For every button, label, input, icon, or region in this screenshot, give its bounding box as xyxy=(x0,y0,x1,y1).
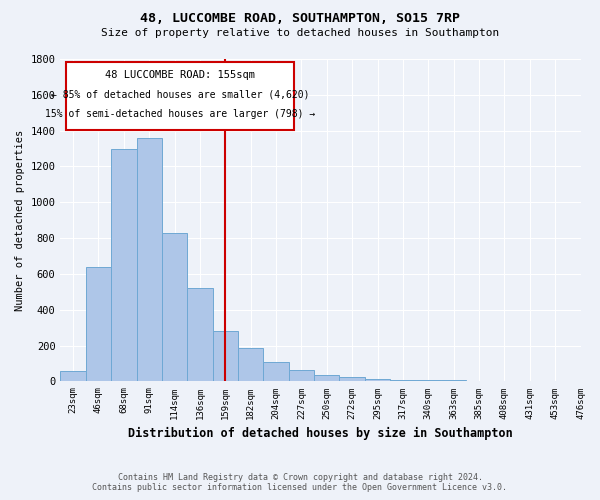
Bar xyxy=(137,138,162,382)
Bar xyxy=(365,379,390,382)
Bar xyxy=(314,375,340,382)
Text: Contains HM Land Registry data © Crown copyright and database right 2024.
Contai: Contains HM Land Registry data © Crown c… xyxy=(92,473,508,492)
Text: Size of property relative to detached houses in Southampton: Size of property relative to detached ho… xyxy=(101,28,499,38)
Bar xyxy=(390,380,416,382)
Bar xyxy=(340,377,365,382)
Bar xyxy=(212,332,238,382)
Bar xyxy=(289,370,314,382)
Bar xyxy=(61,370,86,382)
Text: 15% of semi-detached houses are larger (798) →: 15% of semi-detached houses are larger (… xyxy=(45,109,315,119)
Bar xyxy=(238,348,263,382)
X-axis label: Distribution of detached houses by size in Southampton: Distribution of detached houses by size … xyxy=(128,427,513,440)
Bar xyxy=(441,380,466,382)
Bar xyxy=(111,148,137,382)
Bar xyxy=(466,380,492,382)
FancyBboxPatch shape xyxy=(65,62,295,130)
Text: 48 LUCCOMBE ROAD: 155sqm: 48 LUCCOMBE ROAD: 155sqm xyxy=(105,70,255,81)
Bar xyxy=(187,288,212,382)
Bar xyxy=(492,380,517,382)
Bar xyxy=(86,267,111,382)
Bar xyxy=(517,381,542,382)
Text: 48, LUCCOMBE ROAD, SOUTHAMPTON, SO15 7RP: 48, LUCCOMBE ROAD, SOUTHAMPTON, SO15 7RP xyxy=(140,12,460,26)
Bar xyxy=(416,380,441,382)
Bar xyxy=(162,233,187,382)
Bar xyxy=(263,362,289,382)
Text: ← 85% of detached houses are smaller (4,620): ← 85% of detached houses are smaller (4,… xyxy=(51,90,309,100)
Y-axis label: Number of detached properties: Number of detached properties xyxy=(15,130,25,311)
